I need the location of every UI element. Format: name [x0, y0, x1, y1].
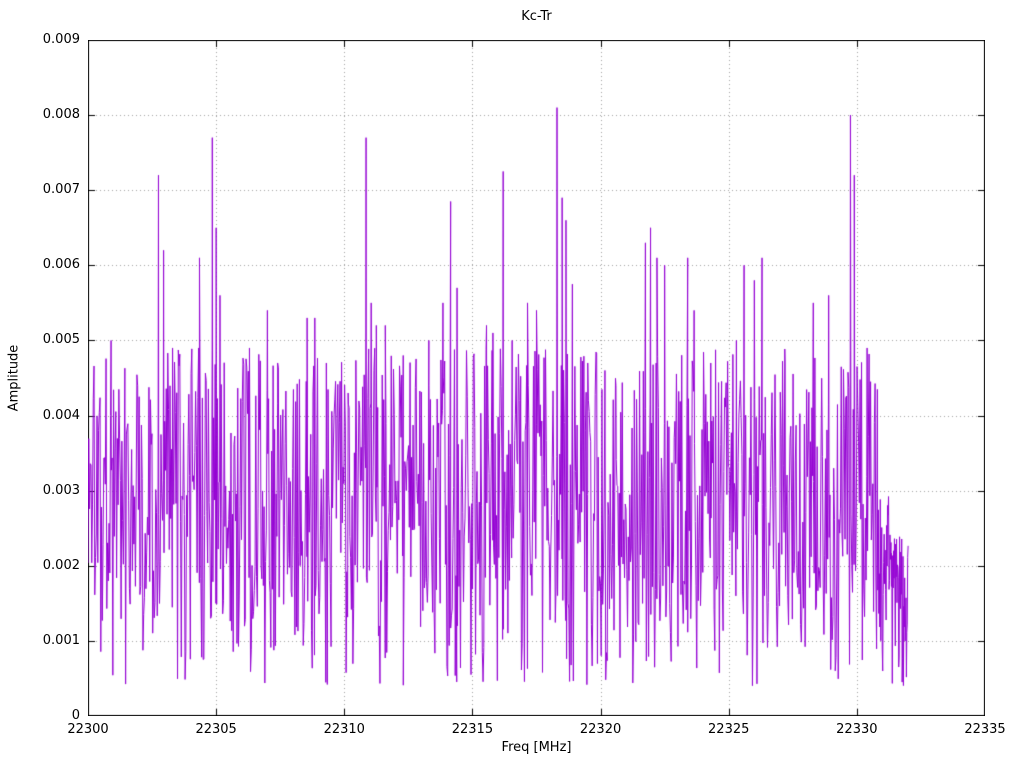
chart-title: Kc-Tr — [521, 9, 552, 24]
y-tick-label: 0.005 — [42, 332, 80, 348]
x-axis-label: Freq [MHz] — [501, 740, 572, 755]
y-tick-label: 0.007 — [42, 182, 80, 198]
y-tick-label: 0.008 — [42, 107, 80, 123]
x-tick-label: 22300 — [67, 722, 109, 737]
y-tick-label: 0.004 — [42, 407, 80, 423]
x-tick-label: 22305 — [195, 722, 237, 737]
x-tick-label: 22310 — [323, 722, 365, 737]
y-axis-label: Amplitude — [6, 344, 22, 412]
x-tick-label: 22330 — [836, 722, 878, 737]
x-tick-label: 22315 — [451, 722, 494, 737]
y-tick-label: 0.006 — [42, 257, 80, 273]
x-tick-label: 22325 — [708, 722, 750, 737]
x-tick-label: 22335 — [964, 722, 1006, 737]
y-tick-label: 0.003 — [42, 482, 80, 498]
y-tick-label: 0 — [71, 708, 80, 723]
y-tick-label: 0.002 — [42, 557, 80, 573]
plot-area — [88, 40, 985, 716]
y-tick-label: 0.009 — [42, 32, 80, 47]
y-tick-label: 0.001 — [42, 632, 80, 648]
x-tick-label: 22320 — [579, 722, 622, 737]
